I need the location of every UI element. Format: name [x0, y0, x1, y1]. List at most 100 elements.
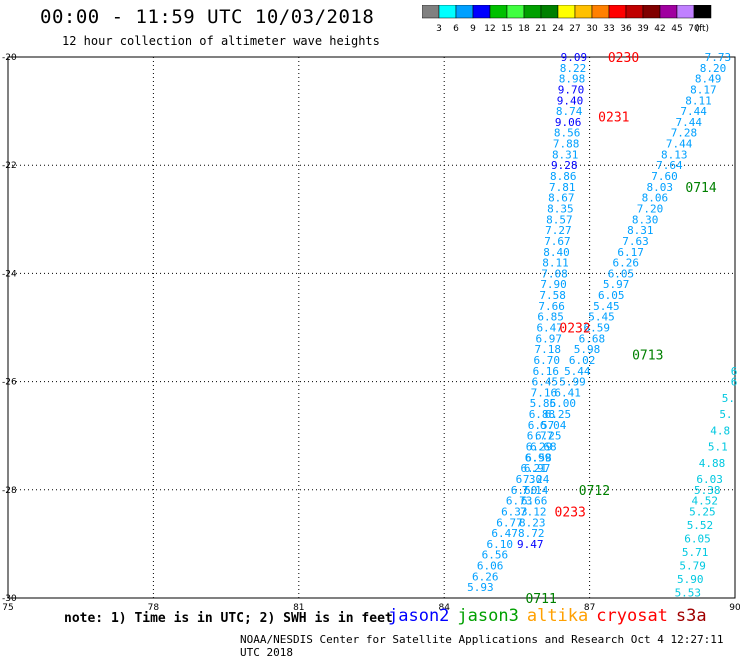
wave-height-value: 7.27: [545, 224, 572, 237]
wave-height-value: 6.73: [506, 495, 533, 508]
wave-height-value: 8.11: [685, 94, 712, 107]
wave-height-value: 5.52: [687, 519, 714, 532]
wave-height-value: 6.57: [528, 419, 555, 432]
colorbar-tick-label: 36: [620, 24, 632, 34]
footer-credit: NOAA/NESDIS Center for Satellite Applica…: [240, 633, 724, 659]
wave-height-value: 7.12: [520, 505, 547, 518]
wave-height-value: 7.20: [637, 202, 664, 215]
wave-height-value: 6.06: [477, 560, 504, 573]
wave-height-value: 9.40: [557, 94, 584, 107]
wave-height-value: 6.97: [524, 462, 551, 475]
wave-height-value: 7.44: [666, 138, 693, 151]
wave-height-value: 8.11: [542, 257, 569, 270]
wave-height-value: 8.72: [518, 527, 545, 540]
wave-height-value: 6.45: [532, 376, 559, 389]
wave-height-value: 9.70: [558, 83, 585, 96]
wave-height-value: 6.05: [608, 267, 635, 280]
x-tick-label: 90: [729, 603, 740, 612]
colorbar-tick-label: 18: [518, 24, 530, 34]
chart-subtitle: 12 hour collection of altimeter wave hei…: [62, 34, 380, 48]
wave-height-value: 8.40: [543, 246, 570, 259]
wave-height-value: 6.30: [516, 473, 543, 486]
wave-height-value: 6.10: [487, 538, 514, 551]
wave-height-value: 8.74: [556, 105, 583, 118]
satellite-legend-jason2: jason2: [388, 606, 450, 626]
wave-height-value: 8.23: [519, 516, 546, 529]
y-tick-label: -22: [2, 161, 17, 171]
wave-height-plot: 75 78 81 84 87 90-20-22-24-26-28-309.098.228.…: [2, 51, 740, 612]
wave-height-value: 5.85: [530, 397, 557, 410]
wave-height-value: 7.67: [544, 235, 571, 248]
wave-height-value: 6.47: [491, 527, 518, 540]
wave-height-value: 6.68: [579, 332, 606, 345]
colorbar-unit-label: (ft): [695, 24, 709, 34]
wave-height-value: 7.63: [622, 235, 649, 248]
track-series: 9.098.228.989.709.408.749.068.567.888.31…: [517, 51, 587, 551]
colorbar-tick-label: 33: [603, 24, 614, 34]
colorbar-tick-label: 3: [436, 24, 442, 34]
wave-height-value: 6.16: [533, 365, 560, 378]
wave-height-value: 4.52: [692, 495, 719, 508]
colorbar-tick-label: 12: [484, 24, 495, 34]
y-tick-label: -26: [2, 378, 17, 388]
wave-height-value: 6.21: [520, 462, 547, 475]
wave-height-value: 6.60: [511, 484, 538, 497]
wave-height-value: 8.86: [550, 170, 577, 183]
wave-height-value: 8.03: [646, 181, 673, 194]
wave-height-value: 7.60: [651, 170, 678, 183]
track-series: 66 5. 5. 4.8 5.1 4.88 6.035.384.525.255.526.05…: [675, 365, 738, 600]
wave-height-value: 6.29: [526, 441, 553, 454]
wave-height-value: 8.20: [700, 62, 727, 75]
wave-height-value: 8.35: [547, 202, 574, 215]
wave-height-value: 8.67: [548, 192, 575, 205]
wave-height-value: 7.24: [523, 473, 550, 486]
wave-height-value: 6.33: [501, 505, 528, 518]
wave-height-value: 5.38: [694, 484, 721, 497]
wave-height-value: 5.99: [559, 376, 586, 389]
wave-height-value: 8.17: [690, 83, 717, 96]
y-tick-label: -30: [2, 594, 17, 604]
wave-height-value: 8.13: [661, 148, 688, 161]
wave-height-value: 8.31: [627, 224, 654, 237]
y-tick-label: -28: [2, 486, 17, 496]
wave-height-value: 8.98: [559, 73, 586, 86]
track-series: 7.738.208.498.178.117.447.447.287.448.13…: [467, 51, 731, 594]
satellite-legend-s3a: s3a: [675, 606, 707, 626]
colorbar-tick-label: 70: [688, 24, 700, 34]
colorbar-tick-label: 6: [453, 24, 459, 34]
wave-height-value: 5.: [722, 392, 735, 405]
colorbar-tick-label: 42: [654, 24, 665, 34]
wave-height-value: 7.08: [541, 267, 568, 280]
wave-height-value: 6.25: [545, 408, 572, 421]
track-time-label: 0713: [632, 349, 663, 364]
track-time-label: 0711: [525, 592, 556, 607]
wave-height-value: 5.98: [574, 343, 601, 356]
wave-height-value: 6.25: [535, 430, 562, 443]
wave-height-value: 7.44: [680, 105, 707, 118]
satellite-legend: jason2 jason3 altika cryosat s3a: [388, 606, 715, 626]
x-tick-label: 78: [148, 603, 160, 612]
colorbar-tick-label: 27: [569, 24, 580, 34]
footer-note: note: 1) Time is in UTC; 2) SWH is in fe…: [64, 611, 393, 626]
x-tick-label: 75: [2, 603, 13, 612]
wave-height-value: 7.28: [671, 127, 698, 140]
track-time-label: 0712: [579, 484, 610, 499]
wave-height-value: 9.28: [551, 159, 578, 172]
wave-height-value: 4.88: [699, 457, 726, 470]
track-time-label: 0230: [608, 51, 639, 66]
wave-height-value: 6.58: [525, 451, 552, 464]
colorbar-tick-label: 24: [552, 24, 564, 34]
wave-height-value: 5.44: [564, 365, 591, 378]
wave-height-value: 6.26: [472, 570, 499, 583]
wave-height-value: 7.44: [676, 116, 703, 129]
x-tick-label: 84: [438, 603, 450, 612]
wave-height-value: 6.41: [554, 386, 581, 399]
wave-height-value: 6.47: [536, 322, 563, 335]
wave-height-value: 5.: [719, 408, 732, 421]
wave-height-value: 5.79: [679, 560, 706, 573]
wave-height-value: 7.90: [540, 278, 567, 291]
wave-height-value: 7.73: [705, 51, 732, 64]
wave-height-value: 6.05: [598, 289, 625, 302]
y-tick-label: -24: [2, 269, 17, 279]
wave-height-value: 9.47: [517, 538, 544, 551]
